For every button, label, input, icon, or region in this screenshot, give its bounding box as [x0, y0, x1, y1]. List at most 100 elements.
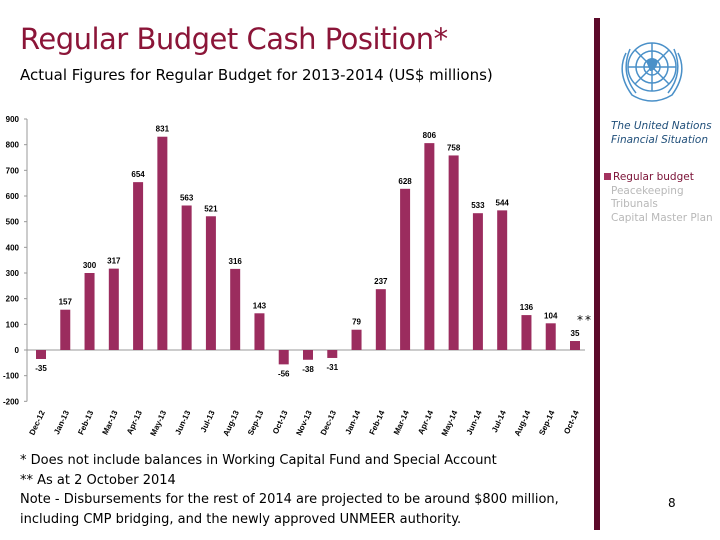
legend-swatch	[604, 173, 611, 180]
data-label: 521	[204, 204, 218, 213]
data-label: 79	[352, 318, 361, 327]
x-tick-label: Dec-12	[28, 409, 47, 437]
x-tick-label: Mar-14	[392, 409, 411, 437]
nav-item-regular-budget[interactable]: Regular budget	[604, 171, 713, 185]
nav-item-tribunals[interactable]: Tribunals	[611, 198, 658, 210]
x-tick-label: Dec-13	[319, 409, 338, 437]
data-label: 563	[180, 193, 194, 202]
bar	[570, 341, 580, 350]
x-tick-label: Sep-14	[537, 409, 556, 437]
page-title: Regular Budget Cash Position*	[20, 22, 448, 56]
bar	[545, 323, 556, 350]
data-label: 104	[544, 311, 558, 320]
y-tick-label: 0	[15, 346, 20, 355]
data-label: 654	[131, 170, 145, 179]
nav-label: Regular budget	[613, 171, 694, 183]
data-label: 237	[374, 277, 388, 286]
data-label: 300	[83, 261, 97, 270]
panel-title-line2: Financial Situation	[611, 134, 708, 146]
data-label: -35	[35, 364, 47, 373]
x-tick-label: Feb-14	[368, 409, 387, 437]
bar	[254, 313, 265, 350]
bar	[60, 309, 71, 350]
footnotes: * Does not include balances in Working C…	[20, 451, 559, 529]
footnote-note: Note - Disbursements for the rest of 201…	[20, 492, 559, 507]
bar	[181, 205, 192, 350]
data-label: 143	[253, 301, 267, 310]
data-label: -38	[302, 365, 314, 374]
y-tick-label: 800	[6, 141, 20, 150]
footnote-note-cont: including CMP bridging, and the newly ap…	[20, 511, 462, 527]
panel-title-line1: The United Nations	[611, 120, 712, 132]
bar	[84, 273, 95, 350]
x-tick-label: Aug-13	[221, 409, 241, 438]
section-nav: Regular budget Peacekeeping Tribunals Ca…	[604, 171, 713, 225]
data-label: 544	[496, 198, 510, 207]
bar	[133, 182, 144, 350]
bar	[521, 315, 532, 350]
x-tick-label: Nov-13	[294, 409, 314, 437]
y-tick-label: 200	[6, 295, 20, 304]
x-tick-label: May-13	[149, 409, 169, 438]
x-tick-label: Jan-14	[343, 409, 362, 436]
cash-position-chart: -200 -100 0 100 200 300 400 500 600 700 800 900 -35 D…	[3, 115, 585, 438]
data-label: 628	[398, 177, 412, 186]
y-tick-label: 700	[6, 166, 20, 175]
bar	[375, 289, 386, 350]
x-tick-label: Jun-13	[173, 409, 192, 437]
bar	[205, 216, 216, 350]
bar	[351, 329, 362, 350]
data-label: 316	[229, 257, 243, 266]
x-tick-label: Oct-14	[562, 409, 581, 436]
y-tick-label: 100	[6, 320, 20, 329]
data-label: 35	[571, 329, 580, 338]
x-tick-label: Jun-14	[465, 409, 484, 437]
footnote-marker: **	[577, 313, 593, 327]
data-label: -31	[326, 363, 338, 372]
un-emblem-icon	[621, 42, 683, 102]
nav-item-capital-master-plan[interactable]: Capital Master Plan	[611, 211, 713, 224]
data-label: 806	[423, 131, 437, 140]
x-tick-label: Jul-14	[490, 409, 508, 434]
bar	[400, 188, 411, 350]
bar	[36, 350, 46, 359]
x-tick-label: Jul-13	[199, 409, 217, 434]
x-tick-label: Jan-13	[52, 409, 71, 436]
bar	[278, 350, 289, 365]
y-tick-label: 300	[6, 269, 20, 278]
bar	[424, 143, 435, 350]
data-label: 831	[156, 125, 170, 134]
x-tick-label: Apr-14	[416, 409, 435, 436]
bar	[157, 136, 168, 350]
page-number: 8	[668, 496, 676, 510]
bar	[448, 155, 459, 350]
bar	[327, 350, 338, 358]
data-label: 317	[107, 257, 121, 266]
y-tick-label: 500	[6, 218, 20, 227]
x-tick-label: Mar-13	[101, 409, 120, 437]
x-tick-label: Sep-13	[246, 409, 265, 437]
x-tick-label: Feb-13	[76, 409, 95, 437]
accent-divider	[594, 18, 600, 530]
bar	[472, 213, 483, 350]
x-tick-label: Oct-13	[271, 409, 290, 436]
y-tick-label: 900	[6, 115, 20, 124]
x-tick-label: Apr-13	[125, 409, 144, 436]
y-tick-label: 600	[6, 192, 20, 201]
footnote-2: ** As at 2 October 2014	[20, 472, 176, 488]
data-label: 758	[447, 143, 461, 152]
y-tick-label: -100	[3, 372, 20, 381]
y-tick-label: -200	[3, 397, 20, 406]
data-label: 136	[520, 303, 534, 312]
page-subtitle: Actual Figures for Regular Budget for 20…	[20, 66, 493, 84]
footnote-1: * Does not include balances in Working C…	[20, 453, 497, 468]
bar	[497, 210, 508, 350]
y-tick-label: 400	[6, 243, 20, 252]
nav-item-peacekeeping[interactable]: Peacekeeping	[611, 184, 684, 197]
data-label: -56	[278, 369, 290, 378]
x-tick-label: May-14	[440, 409, 460, 438]
x-tick-label: Aug-14	[513, 409, 533, 438]
bar	[230, 268, 241, 350]
panel-title: The United Nations Financial Situation	[611, 119, 712, 147]
data-label: 157	[59, 298, 73, 307]
